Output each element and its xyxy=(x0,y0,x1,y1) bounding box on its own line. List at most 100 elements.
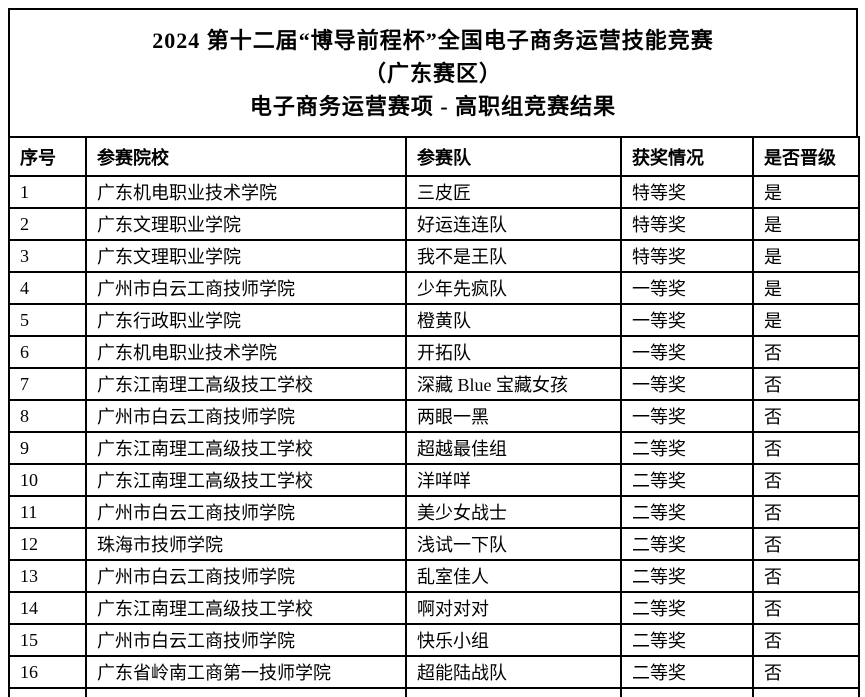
cell-team xyxy=(405,687,622,697)
table-row-clipped xyxy=(8,687,860,697)
title-line-3: 电子商务运营赛项 - 高职组竞赛结果 xyxy=(249,93,617,119)
cell-team: 开拓队 xyxy=(405,335,622,369)
cell-advance: 否 xyxy=(752,559,860,593)
cell-index: 12 xyxy=(8,527,87,561)
cell-school: 广东机电职业技术学院 xyxy=(85,175,407,209)
table-row: 6 广东机电职业技术学院 开拓队 一等奖否 xyxy=(8,335,860,369)
cell-advance: 否 xyxy=(752,463,860,497)
table-row: 12 珠海市技师学院 浅试一下队 二等奖否 xyxy=(8,527,860,561)
table-body: 1 广东机电职业技术学院 三皮匠 特等奖是 2 广东文理职业学院 好运连连队 特等奖是 3 广东文… xyxy=(8,175,860,697)
cell-advance: 是 xyxy=(752,175,860,209)
cell-school: 广东机电职业技术学院 xyxy=(85,335,407,369)
cell-index: 11 xyxy=(8,495,87,529)
cell-index: 3 xyxy=(8,239,87,273)
cell-team: 快乐小组 xyxy=(405,623,622,657)
header-cell-team: 参赛队 xyxy=(405,136,622,177)
cell-team: 浅试一下队 xyxy=(405,527,622,561)
cell-index: 16 xyxy=(8,655,87,689)
cell-index: 10 xyxy=(8,463,87,497)
cell-award: 二等奖 xyxy=(620,591,754,625)
table-row: 13 广州市白云工商技师学院 乱室佳人 二等奖否 xyxy=(8,559,860,593)
title-line-2: （广东赛区） xyxy=(363,60,502,86)
table-row: 15 广州市白云工商技师学院 快乐小组 二等奖否 xyxy=(8,623,860,657)
cell-team: 深藏 Blue 宝藏女孩 xyxy=(405,367,622,401)
table-header: 序号 参赛院校 参赛队 获奖情况 是否晋级 xyxy=(8,136,860,177)
cell-award: 特等奖 xyxy=(620,207,754,241)
cell-award: 二等奖 xyxy=(620,623,754,657)
header-cell-advance: 是否晋级 xyxy=(752,136,860,177)
header-cell-index: 序号 xyxy=(8,136,87,177)
cell-school: 广东江南理工高级技工学校 xyxy=(85,463,407,497)
header-row: 序号 参赛院校 参赛队 获奖情况 是否晋级 xyxy=(8,136,860,177)
table-row: 9 广东江南理工高级技工学校 超越最佳组 二等奖否 xyxy=(8,431,860,465)
cell-school: 广东省岭南工商第一技师学院 xyxy=(85,655,407,689)
cell-advance: 否 xyxy=(752,399,860,433)
table-row: 2 广东文理职业学院 好运连连队 特等奖是 xyxy=(8,207,860,241)
cell-school: 广东行政职业学院 xyxy=(85,303,407,337)
cell-team: 我不是王队 xyxy=(405,239,622,273)
cell-school: 广州市白云工商技师学院 xyxy=(85,559,407,593)
cell-team: 好运连连队 xyxy=(405,207,622,241)
cell-advance: 是 xyxy=(752,207,860,241)
cell-school xyxy=(85,687,407,697)
table-row: 16 广东省岭南工商第一技师学院 超能陆战队 二等奖否 xyxy=(8,655,860,689)
table-row: 3 广东文理职业学院 我不是王队 特等奖是 xyxy=(8,239,860,273)
cell-school: 广州市白云工商技师学院 xyxy=(85,399,407,433)
cell-index: 8 xyxy=(8,399,87,433)
cell-team: 美少女战士 xyxy=(405,495,622,529)
cell-award: 二等奖 xyxy=(620,559,754,593)
cell-index: 14 xyxy=(8,591,87,625)
cell-advance: 是 xyxy=(752,271,860,305)
cell-school: 广州市白云工商技师学院 xyxy=(85,271,407,305)
cell-index: 2 xyxy=(8,207,87,241)
cell-index: 7 xyxy=(8,367,87,401)
table-row: 14 广东江南理工高级技工学校 啊对对对 二等奖否 xyxy=(8,591,860,625)
cell-index: 13 xyxy=(8,559,87,593)
table-row: 7 广东江南理工高级技工学校 深藏 Blue 宝藏女孩 一等奖否 xyxy=(8,367,860,401)
cell-school: 广州市白云工商技师学院 xyxy=(85,495,407,529)
cell-award: 二等奖 xyxy=(620,463,754,497)
cell-team: 橙黄队 xyxy=(405,303,622,337)
cell-school: 广东文理职业学院 xyxy=(85,239,407,273)
cell-team: 两眼一黑 xyxy=(405,399,622,433)
cell-school: 广东江南理工高级技工学校 xyxy=(85,431,407,465)
cell-school: 广州市白云工商技师学院 xyxy=(85,623,407,657)
cell-award: 二等奖 xyxy=(620,655,754,689)
cell-index: 4 xyxy=(8,271,87,305)
cell-index: 5 xyxy=(8,303,87,337)
cell-advance xyxy=(752,687,860,697)
cell-advance: 否 xyxy=(752,335,860,369)
cell-index: 15 xyxy=(8,623,87,657)
cell-advance: 否 xyxy=(752,495,860,529)
cell-award: 一等奖 xyxy=(620,335,754,369)
cell-team: 乱室佳人 xyxy=(405,559,622,593)
cell-index: 1 xyxy=(8,175,87,209)
table-row: 5 广东行政职业学院 橙黄队 一等奖是 xyxy=(8,303,860,337)
cell-advance: 否 xyxy=(752,431,860,465)
header-cell-school: 参赛院校 xyxy=(85,136,407,177)
cell-school: 广东江南理工高级技工学校 xyxy=(85,591,407,625)
header-cell-award: 获奖情况 xyxy=(620,136,754,177)
cell-index: 9 xyxy=(8,431,87,465)
title-line-1: 2024 第十二届“博导前程杯”全国电子商务运营技能竞赛 xyxy=(152,27,714,53)
cell-award: 二等奖 xyxy=(620,431,754,465)
cell-advance: 否 xyxy=(752,527,860,561)
cell-award: 一等奖 xyxy=(620,271,754,305)
table-row: 4 广州市白云工商技师学院 少年先疯队 一等奖是 xyxy=(8,271,860,305)
cell-award: 二等奖 xyxy=(620,495,754,529)
table-row: 1 广东机电职业技术学院 三皮匠 特等奖是 xyxy=(8,175,860,209)
cell-school: 广东江南理工高级技工学校 xyxy=(85,367,407,401)
cell-advance: 否 xyxy=(752,367,860,401)
cell-award: 特等奖 xyxy=(620,239,754,273)
cell-advance: 是 xyxy=(752,239,860,273)
table-row: 11 广州市白云工商技师学院 美少女战士 二等奖否 xyxy=(8,495,860,529)
cell-index: 6 xyxy=(8,335,87,369)
cell-award: 一等奖 xyxy=(620,367,754,401)
cell-team: 超能陆战队 xyxy=(405,655,622,689)
cell-award xyxy=(620,687,754,697)
cell-index xyxy=(8,687,87,697)
cell-advance: 否 xyxy=(752,591,860,625)
document-title: 2024 第十二届“博导前程杯”全国电子商务运营技能竞赛 （广东赛区） 电子商务… xyxy=(8,8,858,138)
cell-school: 广东文理职业学院 xyxy=(85,207,407,241)
